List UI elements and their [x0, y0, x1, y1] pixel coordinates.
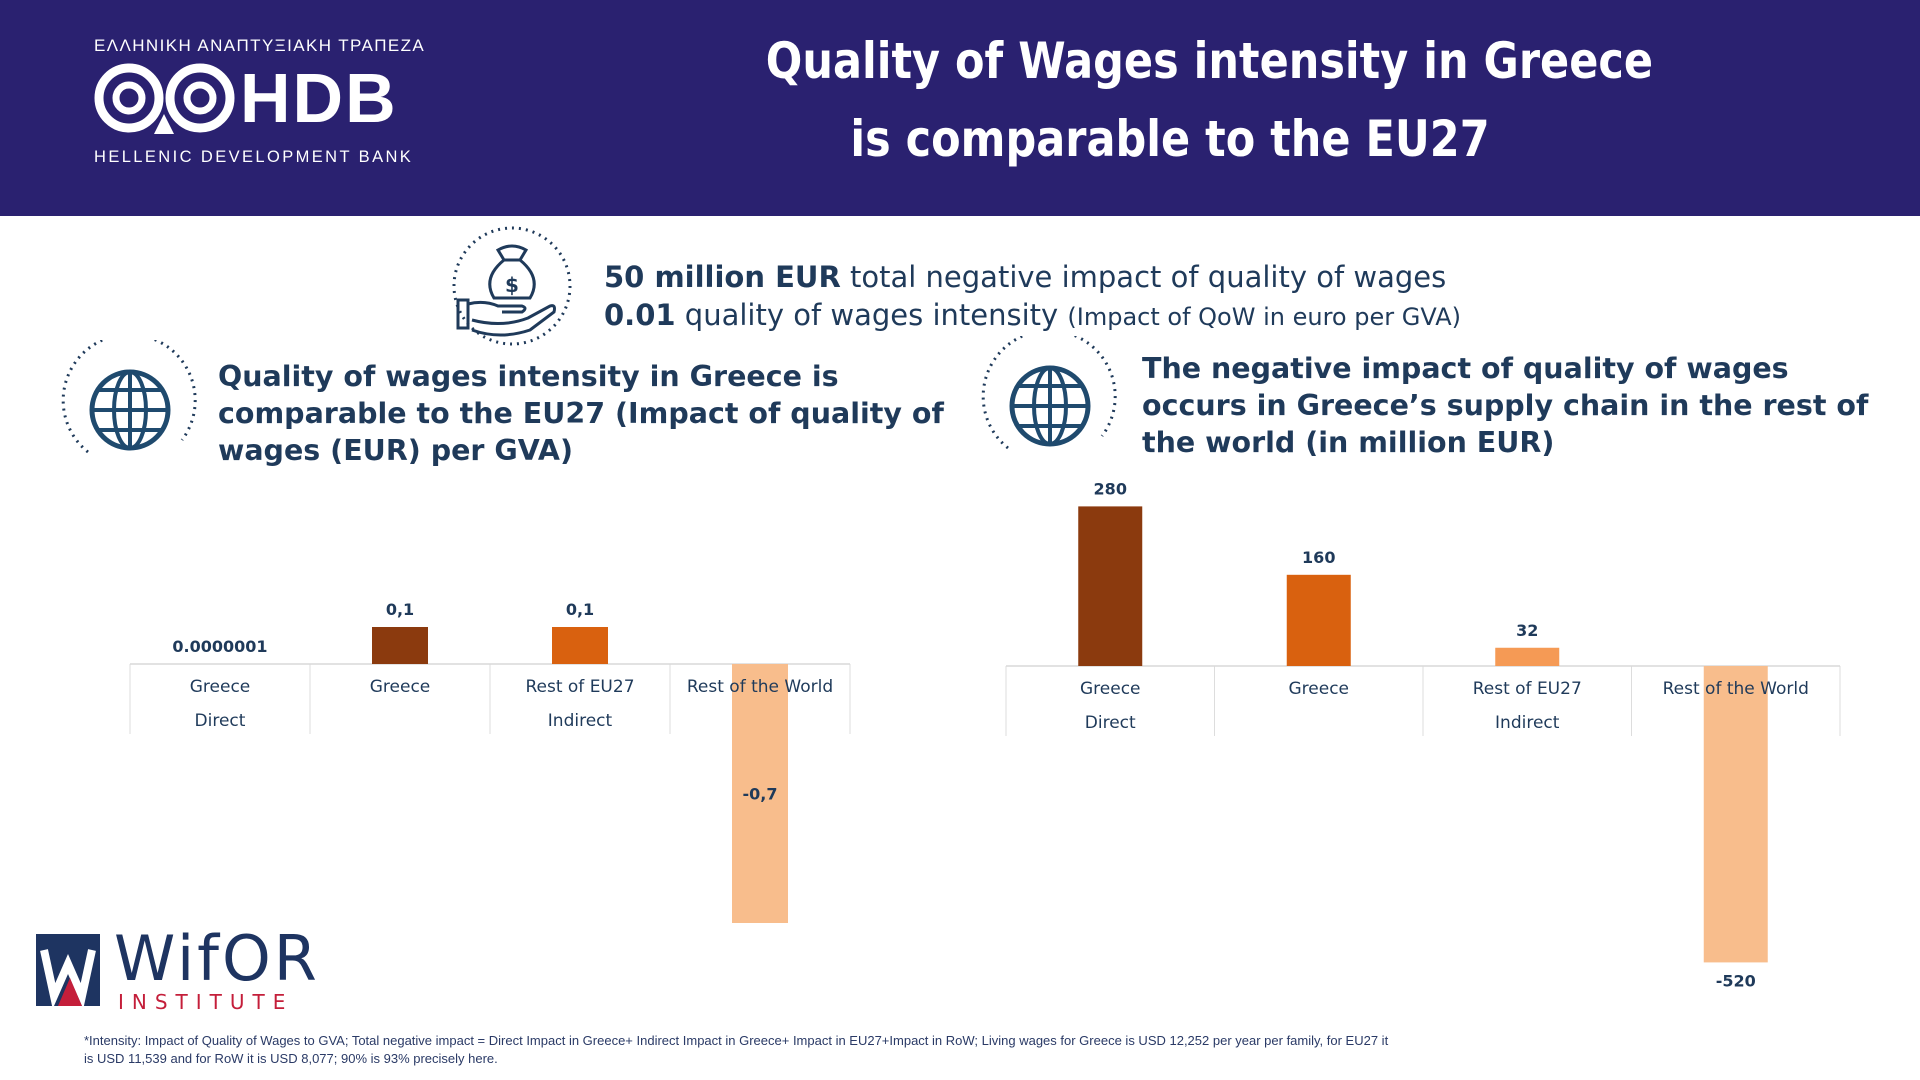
group-label-indirect: Indirect: [548, 711, 613, 731]
data-label-1: 0.0000001: [172, 637, 267, 656]
summary-text: 50 million EUR total negative impact of …: [604, 258, 1484, 334]
page-title: Quality of Wages intensity in Greece is …: [765, 22, 1654, 178]
header-banner: ΕΛΛΗΝΙΚΗ ΑΝΑΠΤΥΞΙΑΚΗ ΤΡΑΠΕΖΑ HDB HELLENI…: [0, 0, 1920, 216]
category-label-4: Rest of the World: [1663, 679, 1809, 699]
wifor-subtitle: INSTITUTE: [118, 990, 294, 1014]
footnote: *Intensity: Impact of Quality of Wages t…: [84, 1032, 1684, 1068]
summary-line-total: 50 million EUR total negative impact of …: [604, 258, 1484, 296]
category-label-1: Greece: [190, 677, 251, 697]
data-label-2: 0,1: [386, 600, 414, 619]
left-title-line3: wages (EUR) per GVA): [218, 434, 574, 467]
logo-greek-text: ΕΛΛΗΝΙΚΗ ΑΝΑΠΤΥΞΙΑΚΗ ΤΡΑΠΕΖΑ: [94, 36, 426, 55]
summary-line-intensity: 0.01 quality of wages intensity (Impact …: [604, 296, 1484, 334]
wifor-logo-icon: [36, 934, 100, 1009]
category-label-1: Greece: [1080, 679, 1141, 699]
data-label-1: 280: [1094, 479, 1127, 498]
footnote-line1: *Intensity: Impact of Quality of Wages t…: [84, 1033, 1389, 1048]
globe-icon: [981, 336, 1117, 450]
footnote-line2: is USD 11,539 and for RoW it is USD 8,07…: [84, 1051, 498, 1066]
bar-3: [552, 627, 608, 664]
category-label-2: Greece: [1288, 679, 1349, 699]
data-label-2: 160: [1302, 548, 1335, 567]
data-label-4: -0,7: [743, 785, 778, 804]
impact-bar-chart: 280 Greece 160 Greece 32 Rest of EU27 -520 Rest…: [1005, 479, 1841, 990]
page-title-line1: Quality of Wages intensity in Greece: [765, 32, 1654, 90]
svg-text:$: $: [505, 273, 519, 297]
logo-english-text: HELLENIC DEVELOPMENT BANK: [94, 148, 414, 166]
money-bag-hand-icon: $: [452, 226, 572, 346]
group-label-direct: Direct: [1085, 713, 1136, 733]
category-label-4: Rest of the World: [687, 677, 833, 697]
bar-2: [1286, 574, 1351, 666]
data-label-3: 32: [1516, 621, 1538, 640]
category-label-3: Rest of EU27: [1473, 679, 1582, 699]
category-label-3: Rest of EU27: [525, 677, 634, 697]
left-chart-title: Quality of wages intensity in Greece is …: [218, 358, 944, 469]
group-label-indirect: Indirect: [1495, 713, 1560, 733]
total-impact-value: 50 million EUR: [604, 260, 841, 294]
intensity-bar-chart: 0.0000001 Greece 0,1 Greece 0,1 Rest of EU27 -…: [129, 600, 851, 923]
bar-3: [1495, 647, 1560, 666]
wifor-wordmark: WifOR: [114, 922, 320, 995]
total-impact-label: total negative impact of quality of wage…: [840, 260, 1447, 294]
right-title-line1: The negative impact of quality of wages: [1142, 352, 1789, 385]
globe-icon: [61, 340, 197, 454]
data-label-3: 0,1: [566, 600, 594, 619]
left-title-line2: comparable to the EU27 (Impact of qualit…: [218, 397, 944, 430]
left-title-line1: Quality of wages intensity in Greece is: [218, 360, 839, 393]
right-title-line2: occurs in Greece’s supply chain in the r…: [1142, 389, 1869, 422]
intensity-note: (Impact of QoW in euro per GVA): [1067, 303, 1461, 331]
logo-letters: HDB: [240, 59, 398, 137]
bar-4: [1703, 666, 1768, 963]
right-title-line3: the world (in million EUR): [1142, 426, 1555, 459]
page-title-line2: is comparable to the EU27: [850, 110, 1490, 168]
bar-1: [1078, 506, 1143, 666]
data-label-4: -520: [1716, 971, 1756, 990]
group-label-direct: Direct: [195, 711, 246, 731]
bar-4: [732, 664, 788, 923]
right-chart-title: The negative impact of quality of wages …: [1142, 350, 1902, 461]
intensity-label: quality of wages intensity: [675, 298, 1068, 332]
bar-2: [372, 627, 428, 664]
hdb-logo-icon: [94, 63, 235, 134]
category-label-2: Greece: [370, 677, 431, 697]
intensity-value: 0.01: [604, 298, 676, 332]
